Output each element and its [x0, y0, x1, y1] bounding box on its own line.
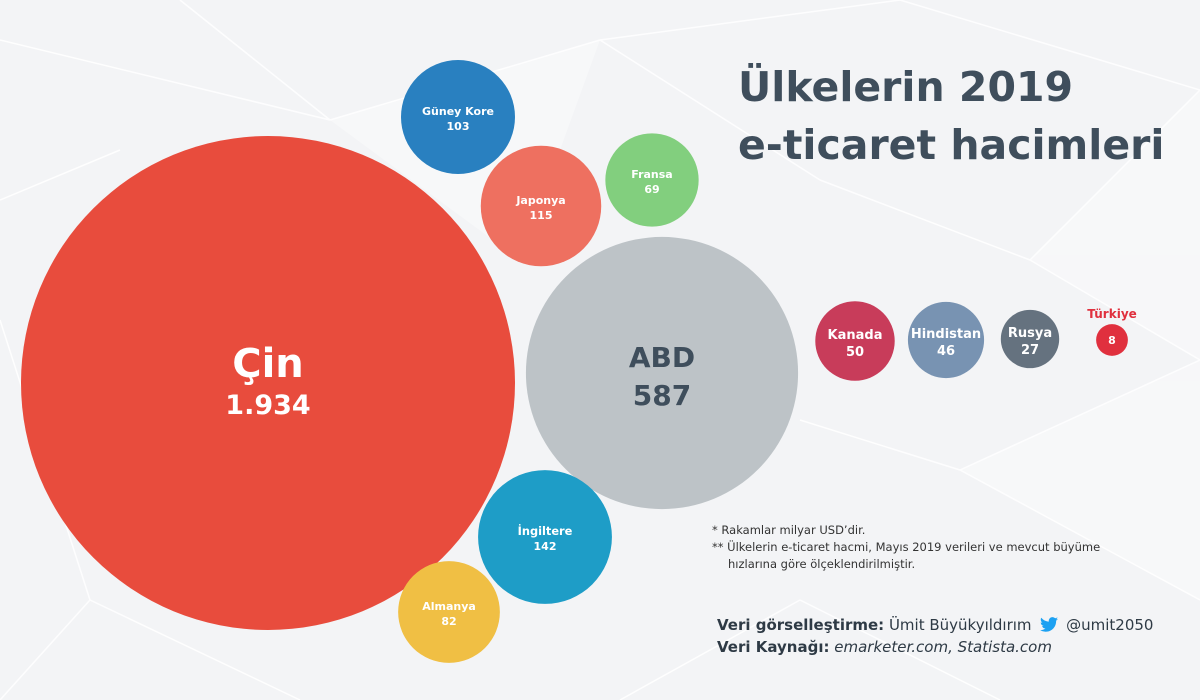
bubble-value-japonya: 115	[530, 209, 553, 222]
bubble-circle-guney-kore	[400, 59, 516, 175]
bubble-label-abd: ABD	[629, 341, 695, 374]
bubble-value-guney-kore: 103	[447, 120, 470, 133]
footnote-2: ** Ülkelerin e-ticaret hacmi, Mayıs 2019…	[712, 540, 1101, 554]
bubble-kanada: Kanada 50	[815, 301, 895, 381]
bubble-circle-fransa	[605, 133, 699, 227]
viz-credit-name: Ümit Büyükyıldırım	[888, 616, 1032, 634]
bubble-label-cin: Çin	[232, 341, 304, 387]
footnote-2-continued: hızlarına göre ölçeklendirilmiştir.	[728, 557, 916, 571]
footnotes: * Rakamlar milyar USD’dir. ** Ülkelerin …	[712, 522, 1162, 573]
bubble-label-turkiye: Türkiye	[1087, 307, 1137, 321]
bubble-turkiye: Türkiye 8	[1087, 307, 1137, 356]
bubble-circle-abd	[525, 236, 799, 510]
bubble-guney-kore: Güney Kore 103	[400, 59, 516, 175]
bubble-label-guney-kore: Güney Kore	[422, 105, 494, 118]
bubble-label-rusya: Rusya	[1008, 326, 1052, 341]
twitter-handle: @umit2050	[1066, 616, 1154, 634]
bubble-label-hindistan: Hindistan	[911, 327, 981, 342]
source-label: Veri Kaynağı:	[717, 638, 830, 656]
bubble-circle-almanya	[398, 561, 500, 663]
bubble-hindistan: Hindistan 46	[907, 301, 985, 379]
bubble-ingiltere: İngiltere 142	[478, 470, 612, 604]
bubble-circle-cin	[21, 136, 515, 630]
bubble-value-hindistan: 46	[937, 344, 955, 359]
bubble-rusya: Rusya 27	[1000, 309, 1060, 369]
bubble-japonya: Japonya 115	[480, 145, 602, 267]
bubble-circle-japonya	[480, 145, 602, 267]
bubble-value-turkiye: 8	[1108, 334, 1116, 347]
bubble-value-almanya: 82	[441, 615, 456, 628]
chart-title: Ülkelerin 2019 e-ticaret hacimleri	[738, 58, 1178, 174]
bubble-label-almanya: Almanya	[422, 600, 476, 613]
bubble-value-cin: 1.934	[225, 390, 310, 421]
source-credit-row: Veri Kaynağı: emarketer.com, Statista.co…	[717, 636, 1187, 658]
source-value: emarketer.com, Statista.com	[834, 638, 1052, 656]
bubble-circle-rusya	[1000, 309, 1060, 369]
bubble-value-kanada: 50	[846, 345, 864, 360]
viz-credit-label: Veri görselleştirme:	[717, 616, 885, 634]
bubble-label-kanada: Kanada	[828, 328, 883, 343]
chart-title-line-2: e-ticaret hacimleri	[738, 121, 1165, 169]
twitter-bird-icon	[1040, 617, 1059, 632]
viz-credit-row: Veri görselleştirme: Ümit Büyükyıldırım …	[717, 614, 1187, 636]
bubble-almanya: Almanya 82	[398, 561, 500, 663]
bubble-value-rusya: 27	[1021, 343, 1039, 358]
bubble-abd: ABD 587	[525, 236, 799, 510]
bubble-label-fransa: Fransa	[631, 168, 672, 181]
bubble-value-abd: 587	[633, 379, 691, 412]
footnote-1: * Rakamlar milyar USD’dir.	[712, 523, 866, 537]
bubble-value-ingiltere: 142	[534, 540, 557, 553]
bubble-label-japonya: Japonya	[515, 194, 565, 207]
credits: Veri görselleştirme: Ümit Büyükyıldırım …	[717, 614, 1187, 658]
bubble-circle-kanada	[815, 301, 895, 381]
bubble-circle-hindistan	[907, 301, 985, 379]
bubble-value-fransa: 69	[644, 183, 659, 196]
chart-title-line-1: Ülkelerin 2019	[738, 63, 1074, 111]
bubble-fransa: Fransa 69	[605, 133, 699, 227]
bubble-circle-ingiltere	[478, 470, 612, 604]
bubble-circle-turkiye	[1096, 324, 1128, 356]
bubble-label-ingiltere: İngiltere	[518, 524, 573, 538]
